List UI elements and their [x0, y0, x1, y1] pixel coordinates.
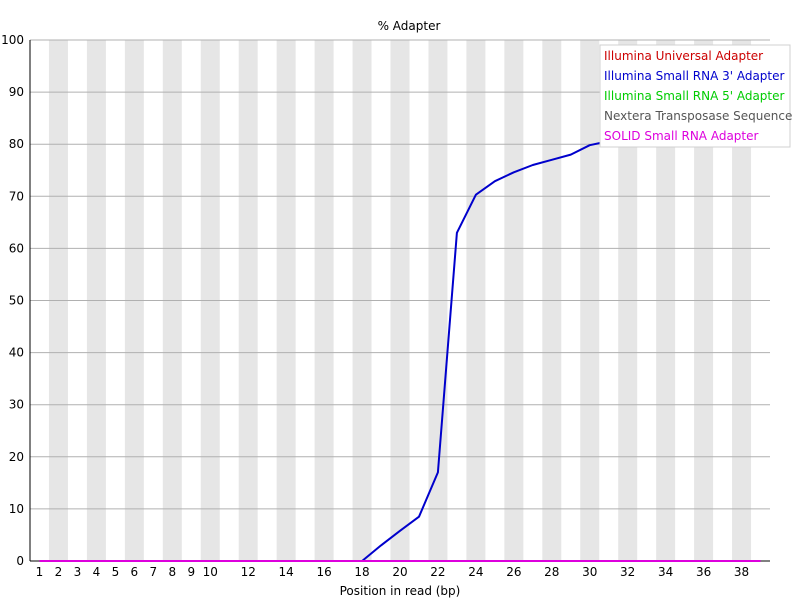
x-tick-label: 3 — [74, 565, 82, 579]
y-tick-label: 0 — [16, 554, 24, 568]
x-tick-label: 7 — [150, 565, 158, 579]
y-tick-label: 10 — [9, 502, 24, 516]
x-tick-label: 26 — [506, 565, 521, 579]
y-tick-label: 60 — [9, 241, 24, 255]
x-tick-label: 30 — [582, 565, 597, 579]
legend-entry: Illumina Universal Adapter — [604, 49, 763, 63]
x-axis-label: Position in read (bp) — [340, 584, 461, 598]
x-tick-label: 2 — [55, 565, 63, 579]
x-tick-label: 36 — [696, 565, 711, 579]
y-axis-ticks: 0 10 20 30 40 50 60 70 80 90 100 — [1, 33, 24, 568]
y-tick-label: 30 — [9, 398, 24, 412]
legend-entry: Illumina Small RNA 3' Adapter — [604, 69, 785, 83]
y-tick-label: 70 — [9, 189, 24, 203]
legend-entry: Nextera Transposase Sequence — [604, 109, 792, 123]
legend: Illumina Universal Adapter Illumina Small… — [599, 44, 792, 148]
x-tick-label: 22 — [430, 565, 445, 579]
legend-box — [599, 44, 791, 148]
x-axis-ticks: 1 2 3 4 5 6 7 8 9 10 12 14 16 18 20 22 24 26 28 30 32 34 36 38 — [36, 565, 750, 579]
chart-title: % Adapter — [378, 19, 441, 33]
legend-entry: Illumina Small RNA 5' Adapter — [604, 89, 785, 103]
x-tick-label: 10 — [203, 565, 218, 579]
x-tick-label: 4 — [93, 565, 101, 579]
x-tick-label: 32 — [620, 565, 635, 579]
x-tick-label: 18 — [354, 565, 369, 579]
x-tick-label: 12 — [241, 565, 256, 579]
y-tick-label: 100 — [1, 33, 24, 47]
x-tick-label: 28 — [544, 565, 559, 579]
x-tick-label: 5 — [112, 565, 120, 579]
legend-entry: SOLID Small RNA Adapter — [604, 129, 758, 143]
x-tick-label: 8 — [168, 565, 176, 579]
x-tick-label: 9 — [187, 565, 195, 579]
y-tick-label: 80 — [9, 137, 24, 151]
x-tick-label: 38 — [734, 565, 749, 579]
x-tick-label: 20 — [392, 565, 407, 579]
x-tick-label: 16 — [316, 565, 331, 579]
x-tick-label: 24 — [468, 565, 483, 579]
y-tick-label: 40 — [9, 346, 24, 360]
gridlines — [30, 39, 770, 510]
x-tick-label: 34 — [658, 565, 673, 579]
y-tick-label: 50 — [9, 294, 24, 308]
x-tick-label: 14 — [279, 565, 294, 579]
y-tick-label: 90 — [9, 85, 24, 99]
y-tick-label: 20 — [9, 450, 24, 464]
x-tick-label: 1 — [36, 565, 44, 579]
x-tick-label: 6 — [131, 565, 139, 579]
